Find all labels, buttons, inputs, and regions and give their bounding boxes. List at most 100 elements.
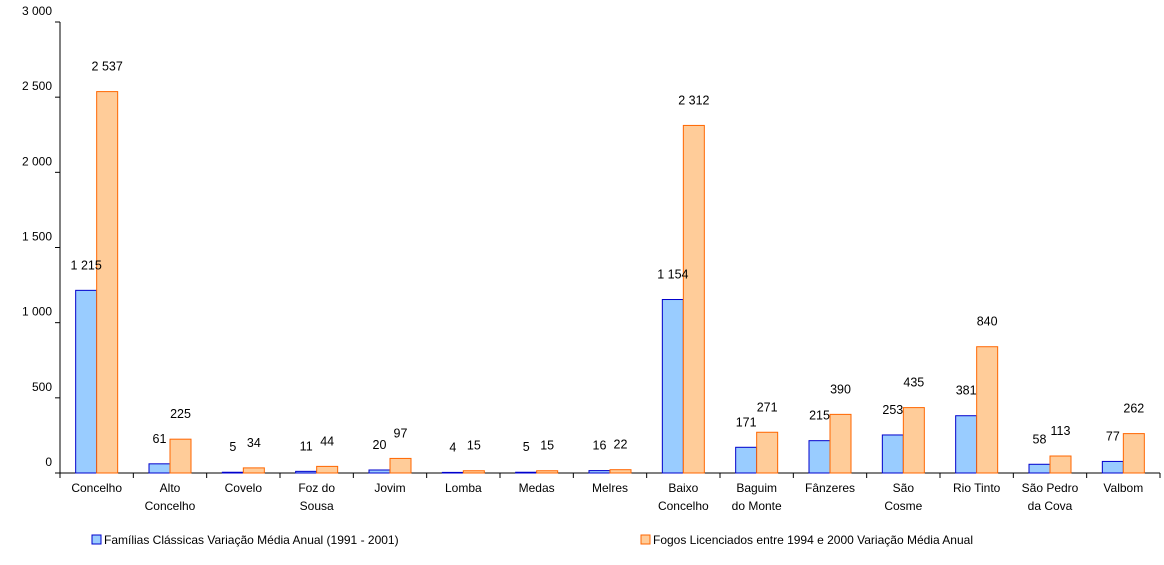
data-label-fogos: 97 (394, 426, 408, 440)
bar-familias (368, 469, 391, 474)
x-tick-label: Covelo (225, 481, 263, 495)
y-tick-label: 1 000 (22, 305, 52, 319)
data-label-familias: 1 154 (657, 268, 688, 282)
x-tick-label-line: Alto (160, 481, 181, 495)
x-tick-label: Melres (592, 481, 628, 495)
bar-familias (148, 463, 171, 474)
bar-fogos (536, 470, 559, 474)
legend-label-fogos: Fogos Licenciados entre 1994 e 2000 Vari… (653, 533, 973, 547)
x-tick-label-line: Foz do (298, 481, 335, 495)
data-label-familias: 4 (449, 440, 456, 454)
x-tick-label-line: Fânzeres (805, 481, 855, 495)
x-tick-label: Concelho (71, 481, 122, 495)
bar-familias (735, 446, 758, 474)
bar-fogos (169, 438, 192, 474)
data-label-familias: 253 (882, 403, 903, 417)
bar-fogos (756, 431, 779, 474)
y-tick-label: 3 000 (22, 4, 52, 18)
x-tick-label: Alto Concelho (145, 481, 196, 513)
bar-fogos (1122, 433, 1145, 474)
x-tick-label-line: São Pedro (1022, 481, 1079, 495)
x-tick-label: Medas (519, 481, 555, 495)
data-label-familias: 171 (736, 415, 757, 429)
data-label-fogos: 840 (977, 315, 998, 329)
legend-swatch-familias (91, 534, 102, 545)
data-label-familias: 77 (1106, 429, 1120, 443)
bar-familias (1028, 463, 1051, 474)
x-tick-label-line: Concelho (71, 481, 122, 495)
legend-swatch-fogos (640, 534, 651, 545)
data-label-fogos: 2 312 (678, 93, 709, 107)
bar-fogos (682, 124, 705, 474)
x-tick-label-line: Concelho (658, 499, 709, 513)
x-tick-label-line: Valbom (1103, 481, 1143, 495)
x-tick-label-line: Jovim (374, 481, 405, 495)
data-label-familias: 1 215 (71, 258, 102, 272)
bar-familias (295, 470, 318, 474)
bar-fogos (389, 457, 412, 474)
bar-fogos (609, 469, 632, 474)
x-tick-label: Baguim do Monte (732, 481, 782, 513)
bars (75, 91, 1145, 474)
x-tick-label: São Cosme (884, 481, 922, 513)
legend: Famílias Clássicas Variação Média Anual … (91, 533, 973, 547)
data-label-fogos: 262 (1123, 402, 1144, 416)
bar-familias (1101, 460, 1124, 474)
x-tick-label: Foz do Sousa (298, 481, 335, 513)
bar-fogos (902, 407, 925, 474)
data-label-fogos: 113 (1051, 424, 1071, 438)
bar-fogos (316, 465, 339, 474)
x-tick-label-line: da Cova (1028, 499, 1073, 513)
data-label-fogos: 34 (247, 436, 261, 450)
y-tick-label: 2 500 (22, 79, 52, 93)
bar-familias (221, 471, 244, 474)
bar-fogos (462, 470, 485, 474)
x-tick-label-line: do Monte (732, 499, 782, 513)
data-label-fogos: 44 (320, 434, 334, 448)
x-tick-label: Rio Tinto (953, 481, 1001, 495)
data-label-fogos: 435 (903, 376, 924, 390)
bar-familias (75, 289, 98, 474)
x-tick-label-line: Lomba (445, 481, 482, 495)
data-label-fogos: 2 537 (92, 60, 123, 74)
y-tick-label: 500 (32, 380, 52, 394)
x-tick-label-line: São (893, 481, 915, 495)
bar-familias (515, 471, 538, 474)
x-tick-label: São Pedro da Cova (1022, 481, 1079, 513)
y-tick-label: 1 500 (22, 230, 52, 244)
bar-familias (955, 415, 978, 474)
x-tick-label-line: Melres (592, 481, 628, 495)
x-tick-label-line: Baguim (736, 481, 777, 495)
data-label-familias: 381 (956, 384, 977, 398)
data-label-fogos: 15 (467, 439, 481, 453)
bar-fogos (1049, 455, 1072, 474)
data-label-familias: 215 (809, 409, 830, 423)
bar-fogos (976, 346, 999, 474)
bar-familias (441, 471, 464, 474)
data-label-familias: 11 (300, 439, 313, 453)
x-tick-label-line: Baixo (668, 481, 698, 495)
data-label-fogos: 390 (830, 382, 851, 396)
bar-fogos (242, 467, 265, 474)
bar-fogos (96, 91, 119, 474)
x-tick-label-line: Covelo (225, 481, 263, 495)
data-label-fogos: 225 (170, 407, 191, 421)
data-label-familias: 58 (1033, 432, 1047, 446)
x-tick-label: Lomba (445, 481, 482, 495)
x-tick-label: Jovim (374, 481, 405, 495)
data-label-fogos: 22 (614, 438, 628, 452)
x-tick-label-line: Rio Tinto (953, 481, 1001, 495)
data-label-familias: 20 (373, 438, 387, 452)
data-label-familias: 16 (593, 439, 607, 453)
y-tick-label: 2 000 (22, 154, 52, 168)
data-label-familias: 5 (523, 440, 530, 454)
x-tick-label: Valbom (1103, 481, 1143, 495)
bar-familias (588, 470, 611, 474)
x-tick-label-line: Cosme (884, 499, 922, 513)
data-label-fogos: 271 (757, 400, 778, 414)
data-label-familias: 5 (229, 440, 236, 454)
